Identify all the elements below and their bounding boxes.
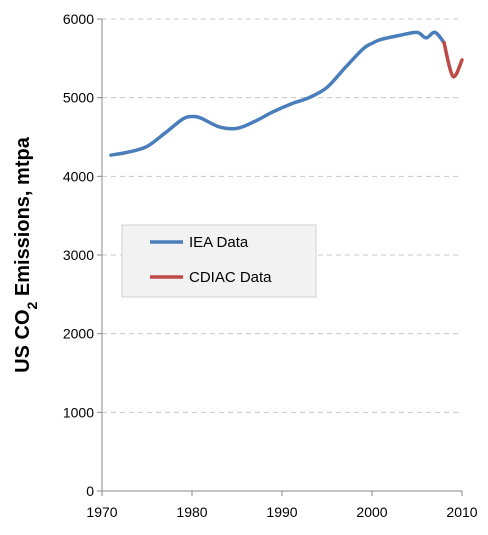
x-tick-label: 2010 [446, 504, 477, 520]
series-lines [109, 30, 464, 157]
series-line-cdiac-data [442, 40, 464, 79]
y-tick-label: 4000 [63, 168, 94, 184]
legend-box [121, 224, 317, 298]
y-axis-label: US CO2 Emissions, mtpa [12, 136, 40, 373]
gridlines [102, 18, 462, 413]
series-line-iea-data [109, 30, 446, 157]
x-tick-label: 1970 [86, 504, 117, 520]
legend-label-cdiac: CDIAC Data [189, 269, 272, 286]
x-tick-label: 1990 [266, 504, 297, 520]
y-tick-label: 0 [86, 483, 94, 499]
y-tick-label: 3000 [63, 247, 94, 263]
y-tick-label: 6000 [63, 11, 94, 27]
legend-label-iea: IEA Data [189, 234, 249, 251]
y-tick-label: 2000 [63, 326, 94, 342]
y-tick-labels: 0 1000 2000 3000 4000 5000 6000 [63, 11, 102, 499]
x-tick-label: 1980 [176, 504, 207, 520]
y-tick-label: 1000 [63, 404, 94, 420]
y-tick-label: 5000 [63, 90, 94, 106]
x-tick-labels: 1970 1980 1990 2000 2010 [86, 491, 478, 520]
legend: IEA Data CDIAC Data [121, 224, 317, 298]
x-tick-label: 2000 [356, 504, 387, 520]
